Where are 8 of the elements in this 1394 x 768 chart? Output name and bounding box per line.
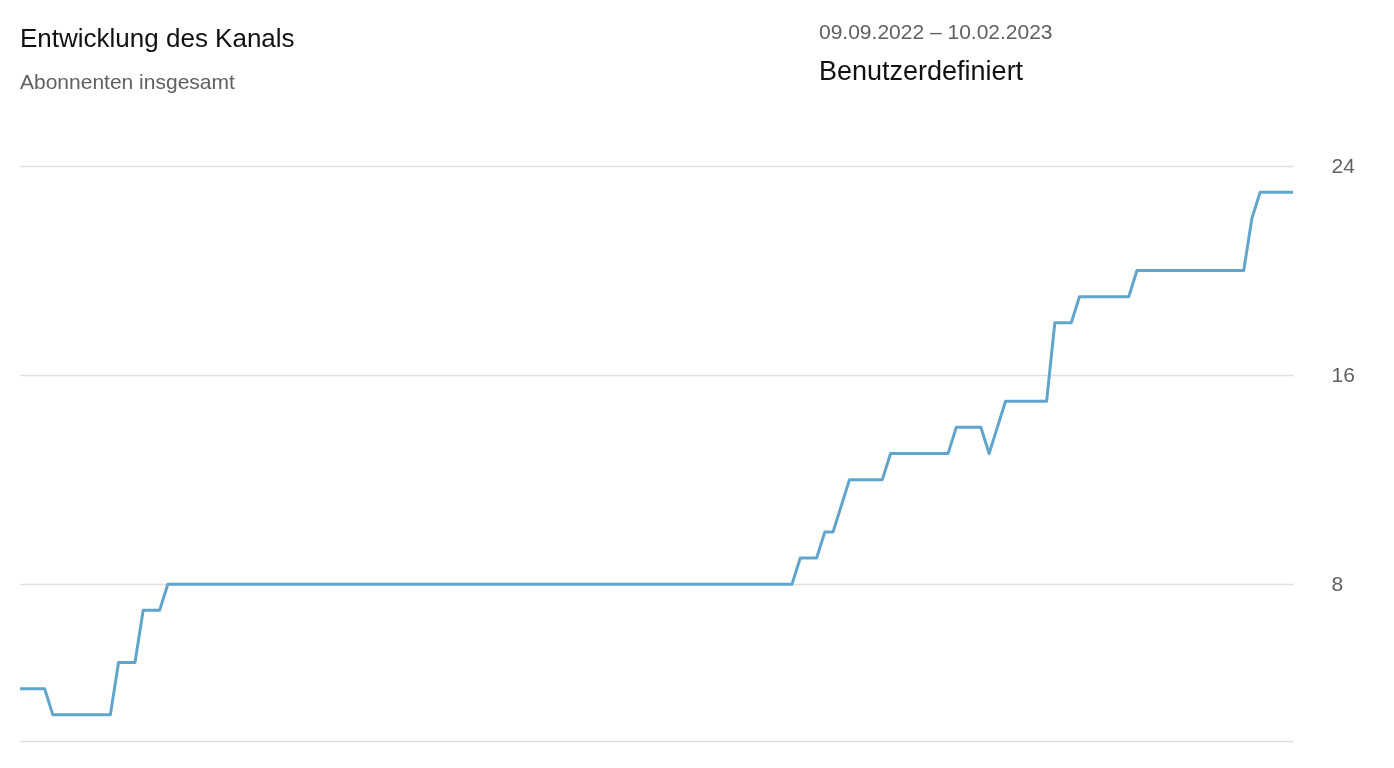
text: Benutzerdefiniert bbox=[819, 56, 1024, 86]
text: 09.09.2022 – 10.02.2023 bbox=[819, 20, 1053, 43]
y-tick-label: 16 bbox=[1331, 362, 1355, 386]
line-series bbox=[18, 190, 1295, 717]
y-tick-label: 8 bbox=[1331, 571, 1344, 595]
y-tick-label: 24 bbox=[1331, 153, 1356, 177]
chart-title: Entwicklung des Kanals bbox=[20, 23, 295, 53]
chart-subtitle: Abonnenten insgesamt bbox=[20, 70, 235, 93]
